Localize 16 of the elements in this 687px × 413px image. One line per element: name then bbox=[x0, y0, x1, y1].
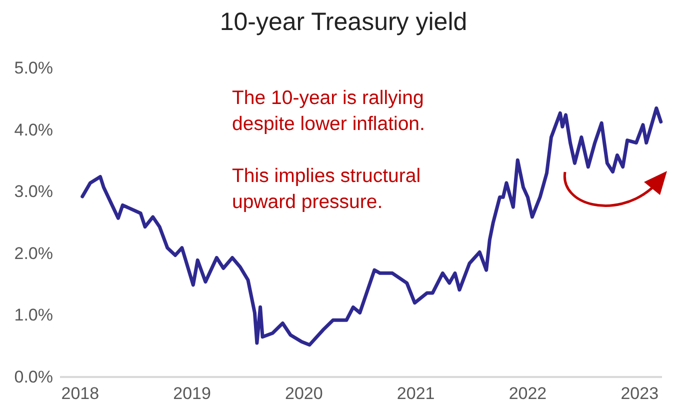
y-tick-label: 4.0% bbox=[14, 120, 53, 140]
y-tick-label: 0.0% bbox=[14, 367, 53, 386]
y-tick-label: 3.0% bbox=[14, 182, 53, 202]
x-tick-label: 2018 bbox=[61, 384, 100, 404]
x-tick-label: 2023 bbox=[620, 384, 659, 404]
y-tick-label: 5.0% bbox=[14, 58, 53, 78]
y-tick-label: 1.0% bbox=[14, 306, 53, 325]
x-tick-label: 2019 bbox=[173, 384, 211, 404]
annotation: This implies structural upward pressure. bbox=[232, 165, 421, 213]
x-tick-label: 2022 bbox=[508, 384, 547, 404]
y-tick-label: 2.0% bbox=[14, 244, 53, 263]
x-tick-label: 2021 bbox=[396, 384, 435, 404]
annotation: The 10-year is rallying despite lower inflation. bbox=[232, 87, 425, 135]
line-series bbox=[80, 106, 663, 347]
chart-title: 10-year Treasury yield bbox=[220, 8, 468, 36]
x-tick-label: 2020 bbox=[285, 384, 323, 404]
